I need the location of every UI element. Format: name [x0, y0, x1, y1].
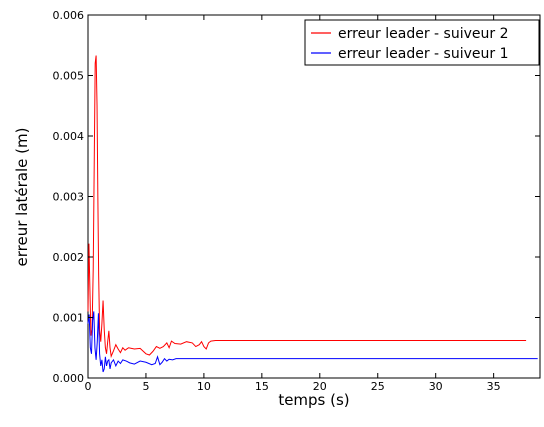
- series-line-suiveur-2: [87, 55, 527, 359]
- x-tick-label: 10: [197, 380, 211, 393]
- y-tick-label: 0.000: [53, 372, 85, 385]
- series-line-suiveur-1: [87, 311, 538, 373]
- y-tick-label: 0.006: [53, 9, 85, 22]
- y-tick-label: 0.003: [53, 191, 85, 204]
- legend-label-suiveur-1: erreur leader - suiveur 1: [338, 46, 509, 62]
- legend-label-suiveur-2: erreur leader - suiveur 2: [338, 26, 509, 42]
- y-tick-label: 0.004: [53, 130, 85, 143]
- x-tick-label: 20: [313, 380, 327, 393]
- plot-area: [87, 14, 541, 379]
- series-layer: [87, 55, 538, 373]
- x-tick-label: 25: [371, 380, 385, 393]
- x-axis: 0 5 10 15 20 25 30 35: [85, 15, 501, 393]
- y-tick-label: 0.005: [53, 70, 85, 83]
- x-tick-label: 35: [487, 380, 501, 393]
- x-tick-label: 30: [429, 380, 443, 393]
- legend: erreur leader - suiveur 2 erreur leader …: [304, 19, 540, 66]
- x-tick-label: 0: [85, 380, 92, 393]
- x-axis-label: temps (s): [278, 391, 349, 409]
- y-tick-label: 0.002: [53, 251, 85, 264]
- y-tick-label: 0.001: [53, 312, 85, 325]
- legend-box: [304, 19, 540, 66]
- x-tick-label: 5: [142, 380, 149, 393]
- x-tick-label: 15: [255, 380, 269, 393]
- y-axis: 0.000 0.001 0.002 0.003 0.004 0.005 0.006: [53, 9, 540, 385]
- y-axis-label: erreur latérale (m): [13, 128, 31, 267]
